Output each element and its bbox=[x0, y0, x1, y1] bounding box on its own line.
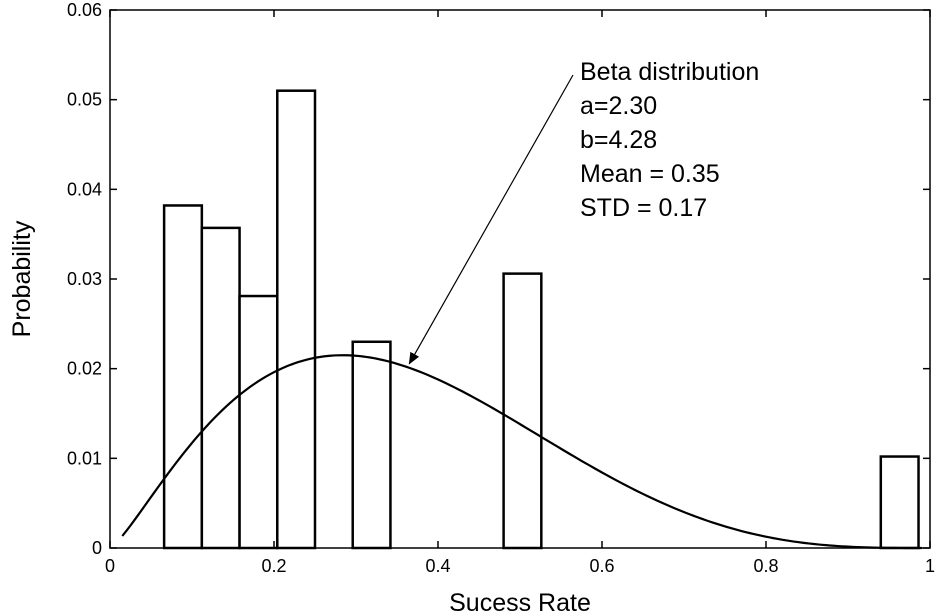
y-axis-label: Probability bbox=[8, 220, 36, 337]
x-tick-label: 0.8 bbox=[753, 556, 778, 576]
x-tick-label: 1 bbox=[925, 556, 935, 576]
annotation-line-5: STD = 0.17 bbox=[580, 194, 707, 222]
bar-2 bbox=[200, 226, 241, 550]
beta-fit-curve bbox=[121, 354, 922, 550]
histogram-bars bbox=[162, 89, 920, 550]
y-tick-label: 0.02 bbox=[67, 359, 102, 379]
bar-1 bbox=[162, 204, 204, 550]
bar-4 bbox=[276, 89, 317, 550]
annotation-line-3: b=4.28 bbox=[580, 126, 657, 154]
y-tick-label: 0.03 bbox=[67, 269, 102, 289]
annotation: Beta distribution a=2.30 b=4.28 Mean = 0.35… bbox=[408, 58, 759, 365]
bar-5 bbox=[351, 340, 392, 550]
y-tick-label: 0.05 bbox=[67, 90, 102, 110]
annotation-arrow bbox=[408, 74, 574, 365]
bar-7 bbox=[879, 455, 920, 550]
y-tick-label: 0.04 bbox=[67, 179, 102, 199]
annotation-line-2: a=2.30 bbox=[580, 92, 657, 120]
x-tick-label: 0 bbox=[105, 556, 115, 576]
x-tick-label: 0.4 bbox=[425, 556, 450, 576]
annotation-line-4: Mean = 0.35 bbox=[580, 160, 720, 188]
x-tick-label: 0.2 bbox=[261, 556, 286, 576]
annotation-line-1: Beta distribution bbox=[580, 58, 759, 86]
y-tick-label: 0 bbox=[92, 538, 102, 558]
x-axis-label: Sucess Rate bbox=[449, 589, 591, 615]
y-tick-label: 0.06 bbox=[67, 0, 102, 20]
axis-ticks: 0 0.2 0.4 0.6 0.8 1 0 0.01 0.02 0.03 0.04 0.05 0.06 bbox=[67, 0, 935, 576]
bar-3 bbox=[238, 294, 279, 550]
bar-6 bbox=[502, 272, 543, 550]
y-tick-label: 0.01 bbox=[67, 448, 102, 468]
x-tick-label: 0.6 bbox=[589, 556, 614, 576]
